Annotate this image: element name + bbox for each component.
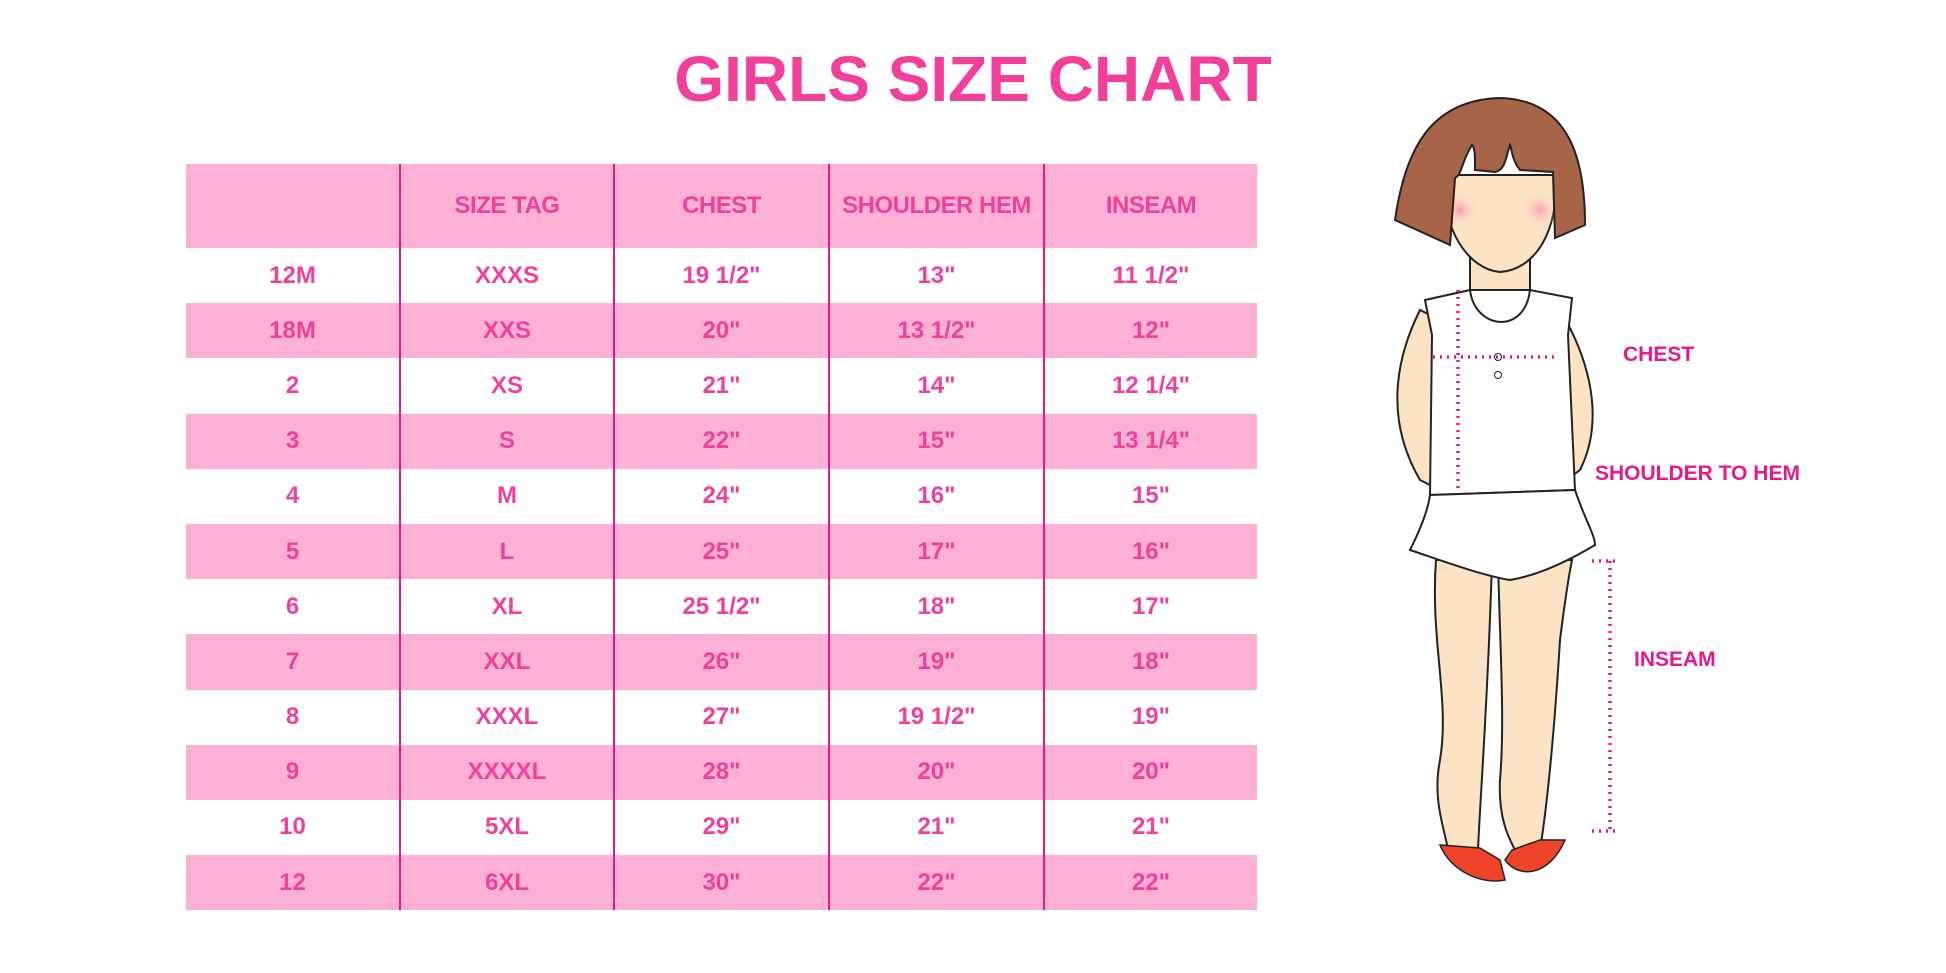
table-row: 6 XL 25 1/2" 18" 17" xyxy=(186,579,1257,635)
cell-chest: 30" xyxy=(613,855,829,911)
header-size xyxy=(186,164,400,248)
cell-size: 18M xyxy=(186,303,400,359)
cell-chest: 25" xyxy=(613,523,829,580)
header-chest: CHEST xyxy=(613,164,829,248)
cell-shoulder-hem: 13" xyxy=(828,248,1044,304)
header-shoulder-hem: SHOULDER HEM xyxy=(828,164,1044,248)
cell-shoulder-hem: 19 1/2" xyxy=(828,689,1044,745)
cell-size: 2 xyxy=(285,371,300,399)
child-illustration xyxy=(1393,96,1616,882)
cell-shoulder-hem: 16" xyxy=(828,468,1044,524)
cell-inseam: 19" xyxy=(1043,689,1257,745)
cell-inseam: 17" xyxy=(1043,579,1257,635)
cell-inseam: 12" xyxy=(1043,303,1257,359)
cell-size-tag: XXXXL xyxy=(399,744,614,800)
cell-shoulder-hem: 18" xyxy=(828,579,1044,635)
chest-label: CHEST xyxy=(1623,343,1695,366)
cell-shoulder-hem: 19" xyxy=(828,634,1044,690)
cell-chest: 22" xyxy=(613,413,829,469)
table-row: 10 5XL 29" 21" 21" xyxy=(186,799,1257,856)
header-size-tag: SIZE TAG xyxy=(399,164,614,248)
cell-inseam: 12 1/4" xyxy=(1043,358,1257,414)
cell-inseam: 21" xyxy=(1043,799,1257,856)
cell-inseam: 16" xyxy=(1043,523,1257,580)
table-row: 4 M 24" 16" 15" xyxy=(186,468,1257,524)
cell-size-tag: M xyxy=(399,468,614,524)
table-row: 5 L 25" 17" 16" xyxy=(186,523,1257,580)
page-title: GIRLS SIZE CHART xyxy=(0,42,1946,116)
title-text: GIRLS SIZE CHART xyxy=(674,43,1272,115)
cell-size-tag: XXL xyxy=(399,634,614,690)
cell-chest: 20" xyxy=(613,303,829,359)
cell-chest: 21" xyxy=(613,358,829,414)
cell-size: 12M xyxy=(269,261,316,289)
cell-shoulder-hem: 13 1/2" xyxy=(828,303,1044,359)
table-row: 18M XXS 20" 13 1/2" 12" xyxy=(186,303,1257,359)
cell-shoulder-hem: 21" xyxy=(828,799,1044,856)
cell-size-tag: S xyxy=(399,413,614,469)
cell-inseam: 15" xyxy=(1043,468,1257,524)
cell-size: 10 xyxy=(279,813,306,841)
cell-shoulder-hem: 17" xyxy=(828,523,1044,580)
cell-chest: 28" xyxy=(613,744,829,800)
cell-size-tag: 6XL xyxy=(399,855,614,911)
cell-size: 4 xyxy=(285,482,300,510)
cell-inseam: 13 1/4" xyxy=(1043,413,1257,469)
header-inseam: INSEAM xyxy=(1043,164,1257,248)
cell-chest: 29" xyxy=(613,799,829,856)
table-row: 8 XXXL 27" 19 1/2" 19" xyxy=(186,689,1257,745)
cell-size-tag: XXS xyxy=(399,303,614,359)
cell-size: 5 xyxy=(186,523,400,580)
cell-size-tag: XL xyxy=(399,579,614,635)
cell-size-tag: XS xyxy=(399,358,614,414)
cell-shoulder-hem: 14" xyxy=(828,358,1044,414)
cell-chest: 19 1/2" xyxy=(613,248,829,304)
cell-inseam: 11 1/2" xyxy=(1043,248,1257,304)
cell-size: 12 xyxy=(186,855,400,911)
table-row: 3 S 22" 15" 13 1/4" xyxy=(186,413,1257,469)
shoulder-to-hem-label: SHOULDER TO HEM xyxy=(1595,462,1800,485)
cell-size-tag: XXXL xyxy=(399,689,614,745)
cell-shoulder-hem: 20" xyxy=(828,744,1044,800)
cell-inseam: 22" xyxy=(1043,855,1257,911)
table-row: 7 XXL 26" 19" 18" xyxy=(186,634,1257,690)
cell-chest: 25 1/2" xyxy=(613,579,829,635)
cell-shoulder-hem: 15" xyxy=(828,413,1044,469)
cell-size-tag: XXXS xyxy=(399,248,614,304)
cell-chest: 27" xyxy=(613,689,829,745)
cell-inseam: 20" xyxy=(1043,744,1257,800)
cell-size: 9 xyxy=(186,744,400,800)
size-chart-table: SIZE TAG CHEST SHOULDER HEM INSEAM 12M XX… xyxy=(186,164,1257,911)
table-row: 12M XXXS 19 1/2" 13" 11 1/2" xyxy=(186,248,1257,304)
cell-shoulder-hem: 22" xyxy=(828,855,1044,911)
cell-chest: 26" xyxy=(613,634,829,690)
cell-chest: 24" xyxy=(613,468,829,524)
child-figure xyxy=(1340,80,1900,915)
cell-size: 6 xyxy=(285,592,300,620)
cell-size-tag: L xyxy=(399,523,614,580)
cell-inseam: 18" xyxy=(1043,634,1257,690)
header-row: SIZE TAG CHEST SHOULDER HEM INSEAM xyxy=(186,164,1257,248)
cell-size: 3 xyxy=(186,413,400,469)
inseam-label: INSEAM xyxy=(1634,648,1716,671)
table-row: 12 6XL 30" 22" 22" xyxy=(186,855,1257,911)
cell-size-tag: 5XL xyxy=(399,799,614,856)
cell-size: 7 xyxy=(186,634,400,690)
table-row: 9 XXXXL 28" 20" 20" xyxy=(186,744,1257,800)
cell-size: 8 xyxy=(285,703,300,731)
table-row: 2 XS 21" 14" 12 1/4" xyxy=(186,358,1257,414)
